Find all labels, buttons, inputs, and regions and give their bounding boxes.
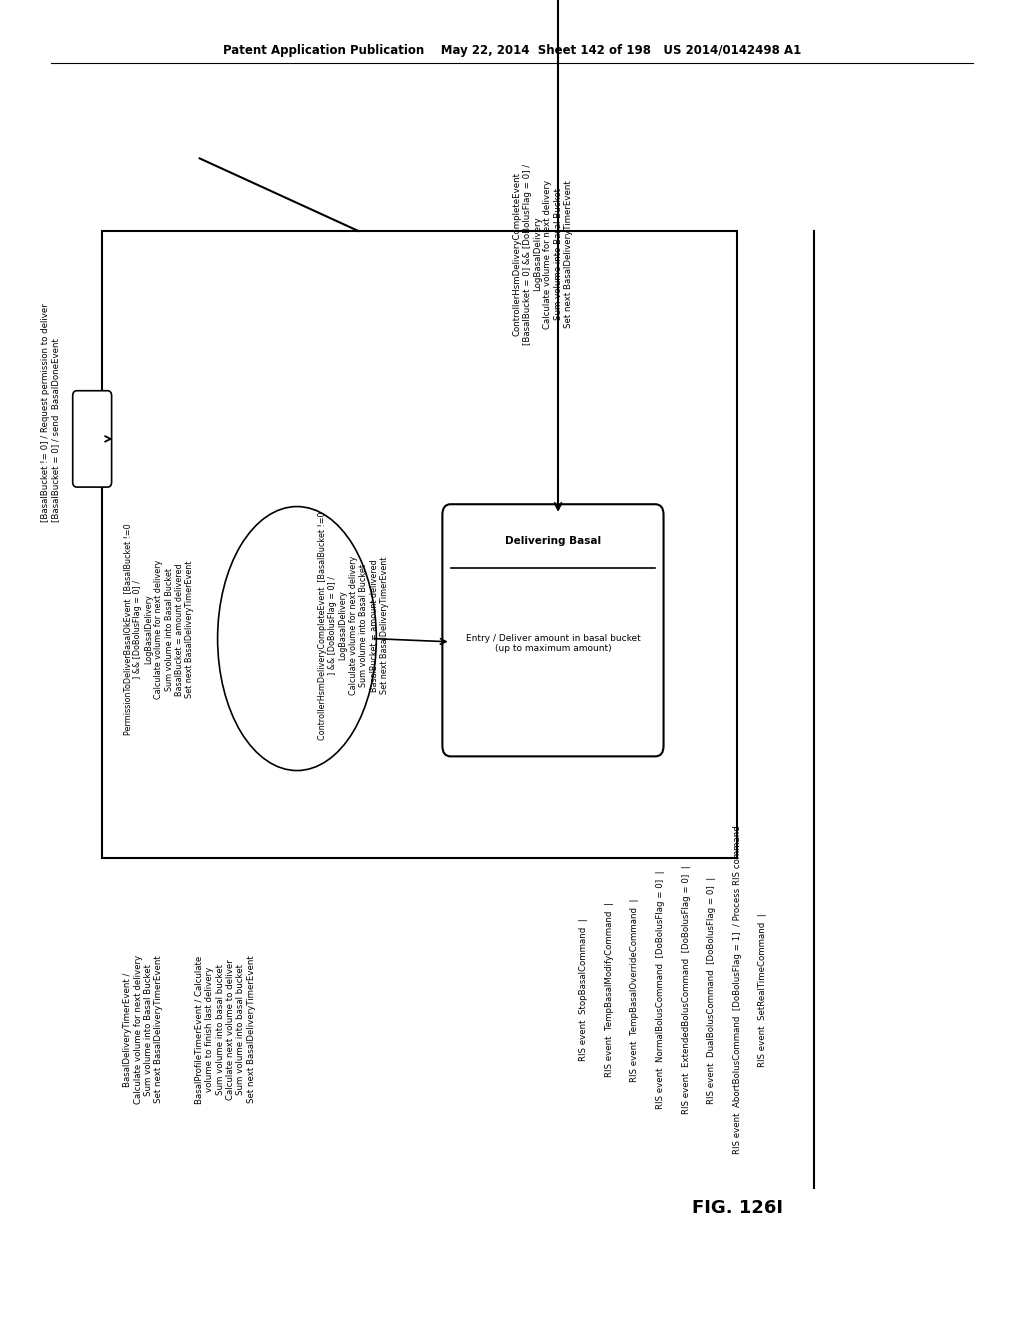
Text: RIS event  DualBolusCommand  [DoBolusFlag = 0]  |: RIS event DualBolusCommand [DoBolusFlag … xyxy=(708,876,716,1104)
Text: BasalDeliveryTimerEvent /
Calculate volume for next delivery
Sum volume into Bas: BasalDeliveryTimerEvent / Calculate volu… xyxy=(123,956,164,1104)
FancyBboxPatch shape xyxy=(73,391,112,487)
Text: ControllerHsmDeliveryCompleteEvent
[BasalBucket = 0] && [DoBolusFlag = 0] /
LogB: ControllerHsmDeliveryCompleteEvent [Basa… xyxy=(512,164,573,345)
FancyBboxPatch shape xyxy=(442,504,664,756)
Text: FIG. 126I: FIG. 126I xyxy=(692,1199,782,1217)
Text: RIS event  StopBasalCommand  |: RIS event StopBasalCommand | xyxy=(580,919,588,1061)
Text: RIS event  ExtendedBolusCommand  [DoBolusFlag = 0]  |: RIS event ExtendedBolusCommand [DoBolusF… xyxy=(682,866,690,1114)
Text: RIS event  AbortBolusCommand  [DoBolusFlag = 1]  / Process RIS command: RIS event AbortBolusCommand [DoBolusFlag… xyxy=(733,825,741,1155)
Text: RIS event  TempBasalModifyCommand  |: RIS event TempBasalModifyCommand | xyxy=(605,903,613,1077)
Text: Delivering Basal: Delivering Basal xyxy=(505,536,601,546)
Text: BasalProfileTimerEvent / Calculate
volume to finish last delivery
Sum volume int: BasalProfileTimerEvent / Calculate volum… xyxy=(195,956,256,1104)
Text: Entry / Deliver amount in basal bucket
(up to maximum amount): Entry / Deliver amount in basal bucket (… xyxy=(466,634,640,653)
Text: RIS event  NormalBolusCommand  [DoBolusFlag = 0]  |: RIS event NormalBolusCommand [DoBolusFla… xyxy=(656,871,665,1109)
Text: PermissionToDeliverBasalOkEvent  [BasalBucket !=0
] && [DoBolusFlag = 0] /
LogBa: PermissionToDeliverBasalOkEvent [BasalBu… xyxy=(123,524,195,735)
Text: [BasalBucket != 0] / Request permission to deliver
[BasalBucket = 0] / send  Bas: [BasalBucket != 0] / Request permission … xyxy=(41,304,60,521)
Text: RIS event  SetRealTimeCommand  |: RIS event SetRealTimeCommand | xyxy=(759,913,767,1067)
Bar xyxy=(102,231,737,858)
Text: Patent Application Publication    May 22, 2014  Sheet 142 of 198   US 2014/01424: Patent Application Publication May 22, 2… xyxy=(223,45,801,57)
Text: RIS event  TempBasalOverrideCommand  |: RIS event TempBasalOverrideCommand | xyxy=(631,898,639,1082)
Text: ControllerHsmDeliveryCompleteEvent  [BasalBucket !=0
] && [DoBolusFlag = 0] /
Lo: ControllerHsmDeliveryCompleteEvent [Basa… xyxy=(317,511,389,739)
Ellipse shape xyxy=(218,507,377,771)
